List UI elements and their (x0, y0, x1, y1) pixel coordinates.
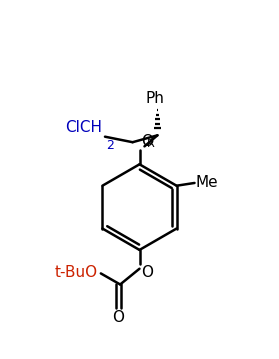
Text: O: O (141, 134, 153, 149)
Text: O: O (112, 310, 124, 325)
Text: R: R (147, 139, 154, 149)
Text: Me: Me (196, 176, 218, 191)
Text: t-BuO: t-BuO (55, 265, 98, 280)
Text: 2: 2 (106, 139, 114, 152)
Text: ClCH: ClCH (65, 120, 102, 135)
Text: O: O (141, 265, 153, 280)
Text: Ph: Ph (146, 91, 165, 106)
